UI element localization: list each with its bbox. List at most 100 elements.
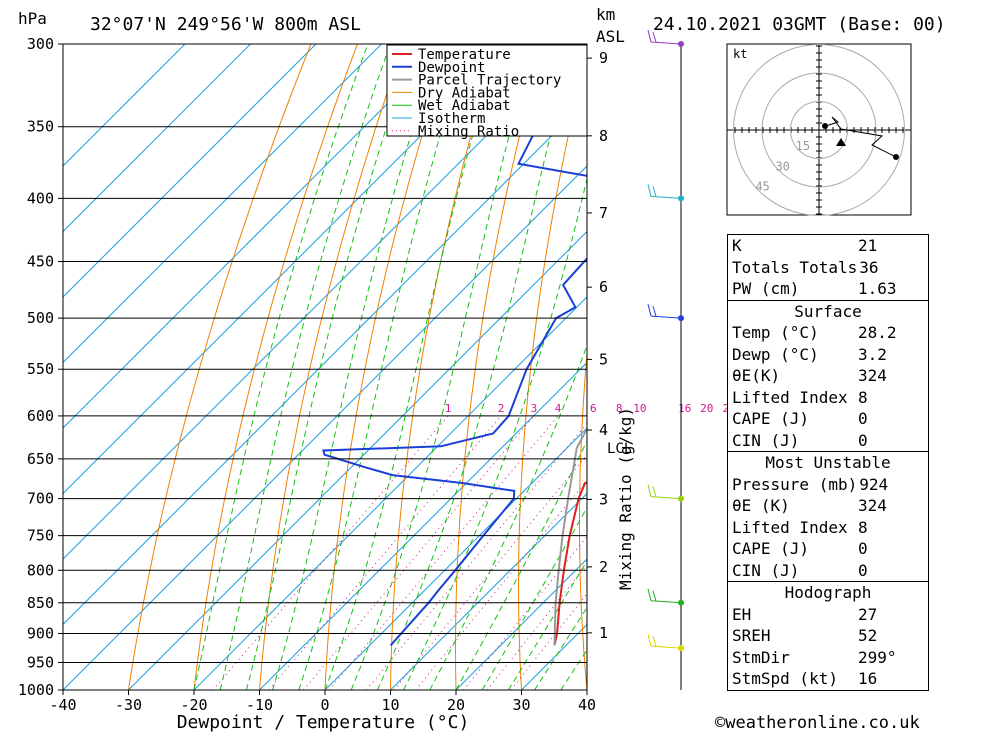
legend-entry: Mixing Ratio (418, 124, 519, 140)
pressure-label: 950 (27, 653, 54, 671)
index-row: Dewp (°C) 3.2 (728, 344, 928, 366)
index-value: 0 (858, 409, 868, 428)
wind-barb (650, 645, 682, 649)
hodograph-ring-label: 30 (775, 159, 789, 173)
index-value: 16 (858, 669, 878, 688)
temperature-tick-label: 30 (512, 696, 530, 714)
index-label: Temp (°C) (732, 323, 819, 342)
km-label: 4 (599, 421, 608, 439)
general-indices: K 21 Totals Totals 36 PW (cm) 1.63 (728, 235, 928, 300)
isotherm-line (63, 44, 382, 364)
isotherm-line (324, 427, 587, 690)
mixing-ratio-label: 4 (555, 402, 562, 415)
temperature-tick-label: -40 (49, 696, 76, 714)
wind-barb (650, 41, 682, 45)
isotherm-line (63, 44, 251, 233)
wind-barb (650, 315, 682, 319)
mixing-ratio-line (393, 454, 587, 690)
dry-adiabat-line (958, 44, 1000, 690)
mixing-ratio-label: 16 (678, 402, 691, 415)
index-value: 0 (858, 560, 868, 580)
index-label: SREH (732, 626, 771, 645)
km-label: 1 (599, 624, 608, 642)
index-label: Totals Totals (732, 257, 858, 277)
legend-entry: Dewpoint (418, 60, 485, 76)
pressure-label: 800 (27, 561, 54, 579)
wind-barb (650, 600, 682, 604)
wind-barb-flag (647, 634, 652, 647)
wind-barb-flag (647, 184, 652, 197)
hodograph-indices: EH 27 SREH 52 StmDir 299° StmSpd (kt) 16 (728, 604, 928, 690)
index-row: Lifted Index 8 (728, 517, 928, 539)
parcel-trajectory-line (553, 426, 587, 646)
wet-adiabat-line (298, 44, 469, 690)
mixing-ratio-label: 1 (445, 402, 452, 415)
copyright-text: ©weatheronline.co.uk (715, 713, 920, 733)
indices-table: K 21 Totals Totals 36 PW (cm) 1.63 Surface Te… (727, 234, 929, 691)
temperature-profile-line (553, 481, 587, 646)
index-row: Temp (°C) 28.2 (728, 322, 928, 344)
index-label: Lifted Index (732, 387, 848, 407)
index-value: 299° (858, 647, 897, 667)
most-unstable-indices: Pressure (mb) 924 θE (K) 324 Lifted Index 8 CA… (728, 474, 928, 582)
index-value: 3.2 (858, 344, 887, 364)
hodograph-end-dot (893, 154, 899, 160)
index-label: CIN (J) (732, 430, 800, 450)
index-value: 324 (858, 366, 887, 385)
wind-barb-flag (652, 31, 657, 43)
index-row: StmDir 299° (728, 647, 928, 669)
mixing-ratio-line (366, 422, 587, 690)
index-value: 28.2 (858, 323, 897, 342)
x-axis-title: Dewpoint / Temperature (°C) (177, 712, 470, 733)
storm-motion-marker (836, 138, 846, 146)
index-label: θE (K) (732, 496, 790, 515)
location-title: 32°07'N 249°56'W 800m ASL (90, 14, 361, 35)
index-label: CIN (J) (732, 560, 800, 580)
pressure-label: 400 (27, 189, 54, 207)
index-value: 8 (858, 517, 868, 537)
hodograph-ring (761, 72, 877, 188)
pressure-label: 750 (27, 527, 54, 545)
mixing-ratio-axis-title: Mixing Ratio (g/kg) (616, 407, 635, 590)
index-row: CAPE (J) 0 (728, 408, 928, 430)
index-row: Pressure (mb) 924 (728, 474, 928, 496)
km-unit-label: km (596, 5, 615, 24)
temperature-tick-label: -20 (180, 696, 207, 714)
wet-adiabat-line (193, 44, 369, 690)
mixing-ratio-label: 6 (590, 402, 597, 415)
asl-unit-label: ASL (596, 27, 625, 46)
hodograph: kt 15 30 45 (726, 43, 912, 216)
datetime-label: 24.10.2021 03GMT (Base: 00) (653, 14, 946, 35)
index-label: EH (732, 604, 752, 624)
temperature-tick-label: 10 (381, 696, 399, 714)
index-label: θE(K) (732, 366, 781, 385)
hodograph-start-dot (822, 123, 828, 129)
wet-adiabat-line (245, 44, 415, 690)
index-row: PW (cm) 1.63 (728, 278, 928, 300)
index-label: CAPE (J) (732, 409, 810, 428)
index-label: PW (cm) (732, 279, 800, 298)
mixing-ratio-label: 8 (616, 402, 623, 415)
index-value: 52 (858, 626, 878, 645)
index-value: 0 (858, 430, 868, 450)
index-value: 1.63 (858, 279, 897, 298)
isotherm-line (128, 230, 587, 690)
wet-adiabat-line (219, 44, 391, 690)
wind-barb (650, 496, 682, 500)
wet-adiabat-line (429, 343, 587, 690)
hpa-unit-label: hPa (18, 9, 47, 28)
wind-barb-flag (647, 303, 652, 317)
km-label: 8 (599, 127, 608, 145)
legend-entry: Parcel Trajectory (418, 73, 561, 89)
wet-adiabat-line (455, 439, 587, 690)
surface-title: Surface (794, 301, 862, 321)
isotherm-line (63, 44, 513, 495)
isotherm-line (63, 99, 587, 626)
temperature-tick-label: 0 (320, 696, 329, 714)
index-row: CAPE (J) 0 (728, 538, 928, 560)
index-row: StmSpd (kt) 16 (728, 668, 928, 690)
index-row: SREH 52 (728, 625, 928, 647)
mixing-ratio-label: 20 (700, 402, 713, 415)
pressure-label: 600 (27, 407, 54, 425)
